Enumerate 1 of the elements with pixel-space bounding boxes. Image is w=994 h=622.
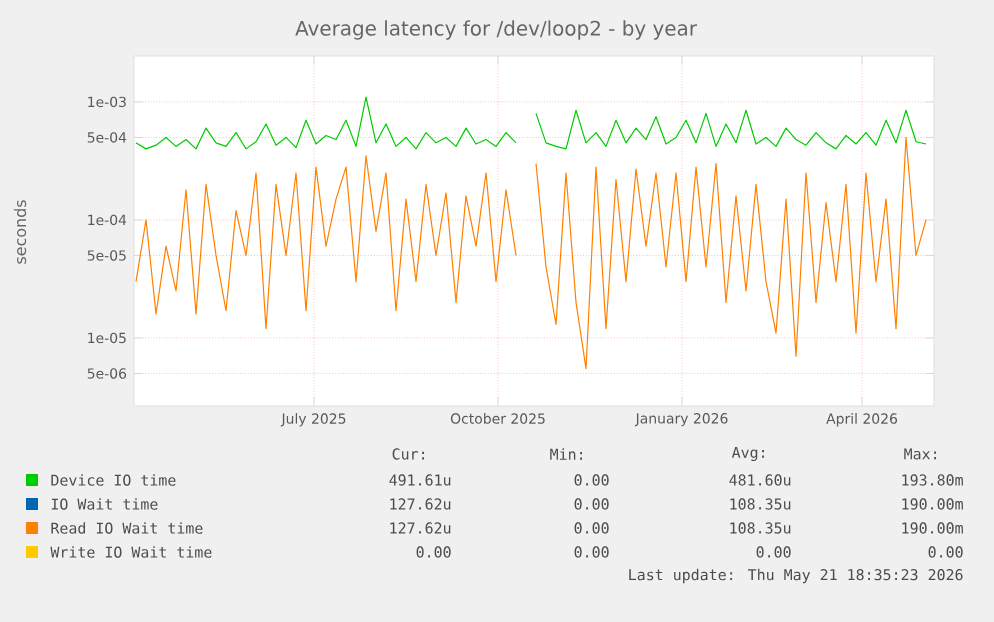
chart-title: Average latency for /dev/loop2 - by year <box>295 20 697 40</box>
